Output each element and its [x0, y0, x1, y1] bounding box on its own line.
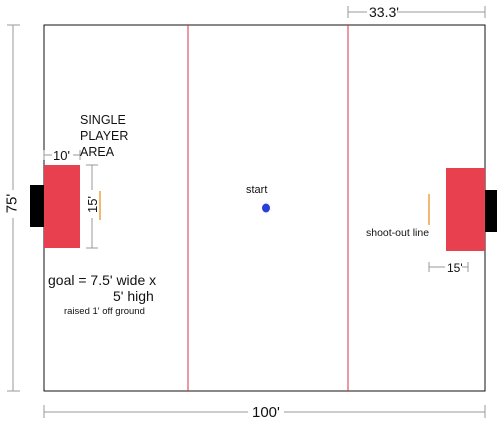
- single-player-area-right: [446, 168, 485, 251]
- area-depth-label-right: 15': [447, 261, 463, 275]
- width-dimension-line: [7, 24, 20, 392]
- length-dimension-line: [43, 405, 486, 418]
- shoot-out-line-label: shoot-out line: [366, 227, 430, 239]
- zone-depth-label: 33.3': [369, 4, 399, 20]
- goal-left: [30, 185, 44, 227]
- single-player-area-label-line2: PLAYER: [80, 129, 129, 143]
- width-label: 75': [3, 193, 21, 214]
- area-depth-label-left: 15': [84, 196, 100, 213]
- goal-spec-note: raised 1' off ground: [64, 306, 145, 317]
- start-label: start: [246, 184, 268, 196]
- single-player-area-label-line3: AREA: [80, 145, 115, 159]
- area-width-label: 10': [53, 148, 70, 163]
- goal-spec-line1: goal = 7.5' wide x: [48, 272, 157, 288]
- single-player-area-label-line1: SINGLE: [80, 113, 126, 127]
- zone-depth-dimension-line: [347, 6, 486, 18]
- goal-right: [485, 190, 497, 232]
- area-width-dimension-line: [43, 150, 81, 160]
- area-depth-dimension-line-left: [86, 164, 98, 249]
- single-player-area-left: [44, 165, 80, 248]
- goal-spec-line2: 5' high: [113, 288, 154, 304]
- single-player-area-label: SINGLE PLAYER AREA: [80, 112, 128, 160]
- length-label: 100': [252, 404, 280, 421]
- area-depth-dimension-line-right: [428, 262, 469, 272]
- start-marker: [262, 203, 270, 213]
